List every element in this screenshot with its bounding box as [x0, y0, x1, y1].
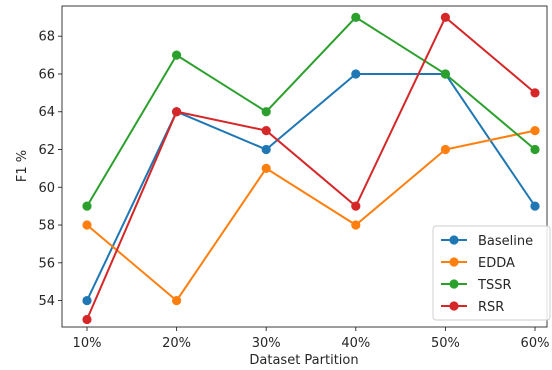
- data-point-tssr: [261, 107, 271, 117]
- legend-label-tssr: TSSR: [477, 278, 511, 293]
- y-tick-label: 58: [38, 219, 55, 234]
- legend-label-rsr: RSR: [478, 300, 504, 315]
- plot-layer: [82, 12, 540, 325]
- data-point-rsr: [351, 201, 361, 211]
- legend-marker-baseline: [449, 235, 459, 245]
- y-tick-label: 56: [38, 256, 55, 271]
- data-point-edda: [261, 163, 271, 173]
- data-point-baseline: [530, 201, 540, 211]
- legend-marker-edda: [449, 257, 459, 267]
- x-tick-label: 10%: [73, 336, 102, 351]
- data-point-tssr: [530, 144, 540, 155]
- y-tick-label: 60: [38, 181, 55, 196]
- data-point-rsr: [82, 314, 92, 325]
- data-point-tssr: [351, 12, 361, 22]
- data-point-baseline: [351, 69, 361, 79]
- data-point-edda: [440, 144, 450, 155]
- legend-label-baseline: Baseline: [478, 234, 533, 249]
- y-tick-label: 68: [38, 30, 55, 45]
- series-line-rsr: [86, 15, 536, 320]
- data-point-edda: [172, 295, 182, 306]
- x-tick-label: 20%: [162, 336, 191, 351]
- y-tick-label: 66: [38, 67, 55, 82]
- data-point-edda: [351, 220, 361, 230]
- data-point-edda: [530, 126, 540, 136]
- data-point-tssr: [82, 201, 92, 211]
- legend-label-edda: EDDA: [478, 256, 515, 271]
- legend-marker-tssr: [449, 279, 459, 289]
- x-tick-label: 50%: [431, 336, 460, 351]
- plot-frame: [61, 5, 548, 328]
- x-tick-label: 30%: [252, 336, 281, 351]
- data-point-tssr: [440, 69, 450, 79]
- series-line-edda: [86, 129, 536, 303]
- data-point-rsr: [440, 12, 450, 22]
- data-point-tssr: [172, 50, 182, 60]
- data-point-rsr: [172, 107, 182, 117]
- y-tick-label: 54: [38, 294, 55, 309]
- data-point-baseline: [261, 144, 271, 155]
- series-line-tssr: [86, 16, 536, 207]
- data-point-rsr: [261, 126, 271, 136]
- legend-box: [432, 225, 551, 321]
- data-point-rsr: [530, 88, 540, 98]
- y-tick-label: 64: [38, 105, 55, 120]
- data-point-baseline: [82, 295, 92, 306]
- tick-layer: 54 56 58 60 62 64 66 68 10% 20% 30% 40% 50% 60%: [38, 30, 549, 351]
- y-tick-label: 62: [38, 143, 55, 158]
- legend: Baseline EDDA TSSR RSR: [432, 225, 551, 321]
- x-tick-label: 40%: [341, 336, 370, 351]
- x-axis-label: Dataset Partition: [249, 353, 358, 368]
- x-tick-label: 60%: [521, 336, 550, 351]
- series-line-baseline: [86, 73, 536, 302]
- legend-marker-rsr: [449, 301, 459, 311]
- y-axis-label: F1 %: [15, 150, 30, 182]
- data-point-edda: [82, 220, 92, 230]
